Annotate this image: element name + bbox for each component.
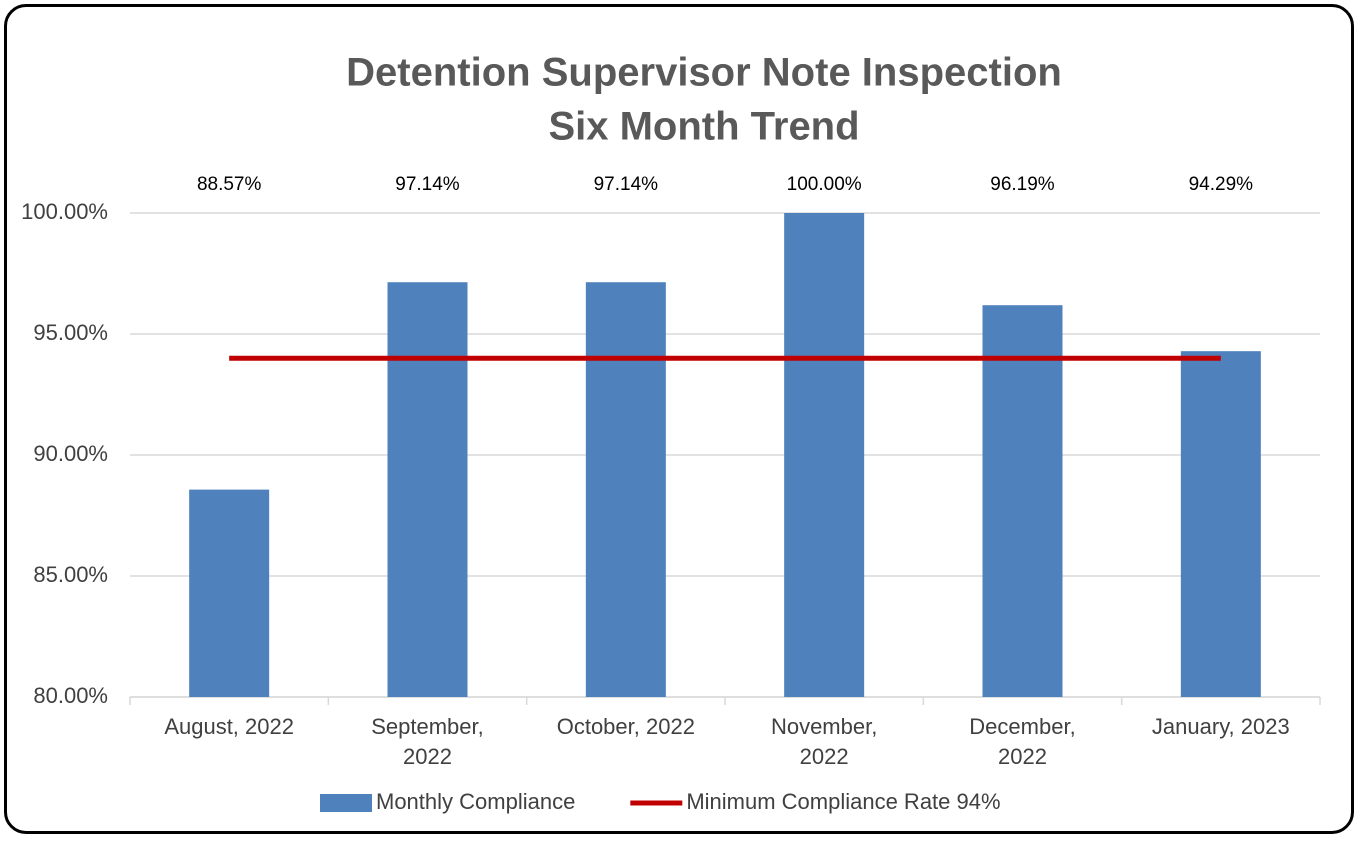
bar [387, 282, 468, 697]
bar [1180, 351, 1261, 697]
y-tick-label: 80.00% [33, 683, 108, 708]
x-tick-label: December, 2022 [969, 714, 1076, 769]
chart-subtitle: Six Month Trend [548, 105, 859, 149]
y-tick-label: 85.00% [33, 562, 108, 587]
legend-label: Minimum Compliance Rate 94% [686, 789, 1000, 814]
chart-frame [4, 4, 1354, 834]
chart-title: Detention Supervisor Note Inspection [346, 51, 1062, 95]
data-label: 96.19% [990, 174, 1055, 195]
x-tick-label: August, 2022 [164, 714, 294, 739]
data-label: 88.57% [197, 174, 262, 195]
y-tick-label: 95.00% [33, 320, 108, 345]
y-tick-label: 100.00% [21, 199, 108, 224]
legend-label: Monthly Compliance [376, 789, 575, 814]
data-label: 100.00% [787, 174, 862, 195]
data-label: 97.14% [395, 174, 460, 195]
y-tick-label: 90.00% [33, 441, 108, 466]
x-tick-label: January, 2023 [1151, 714, 1290, 739]
bar [982, 305, 1063, 697]
legend-swatch [320, 794, 372, 812]
x-tick-label: October, 2022 [556, 714, 695, 739]
x-tick-label: November, 2022 [770, 714, 878, 769]
data-label: 94.29% [1189, 174, 1254, 195]
data-label: 97.14% [594, 174, 659, 195]
bar [189, 489, 270, 697]
bar [585, 282, 666, 697]
bar [784, 213, 865, 697]
x-tick-label: September, 2022 [371, 714, 484, 769]
